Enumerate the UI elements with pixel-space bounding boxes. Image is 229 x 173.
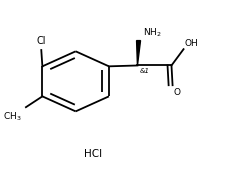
Text: NH$_2$: NH$_2$ xyxy=(142,26,161,39)
Text: OH: OH xyxy=(184,39,197,48)
Text: CH$_3$: CH$_3$ xyxy=(3,111,22,124)
Polygon shape xyxy=(136,41,140,65)
Text: Cl: Cl xyxy=(36,36,46,46)
Text: &1: &1 xyxy=(139,68,150,74)
Text: O: O xyxy=(172,88,180,97)
Text: HCl: HCl xyxy=(84,149,102,159)
